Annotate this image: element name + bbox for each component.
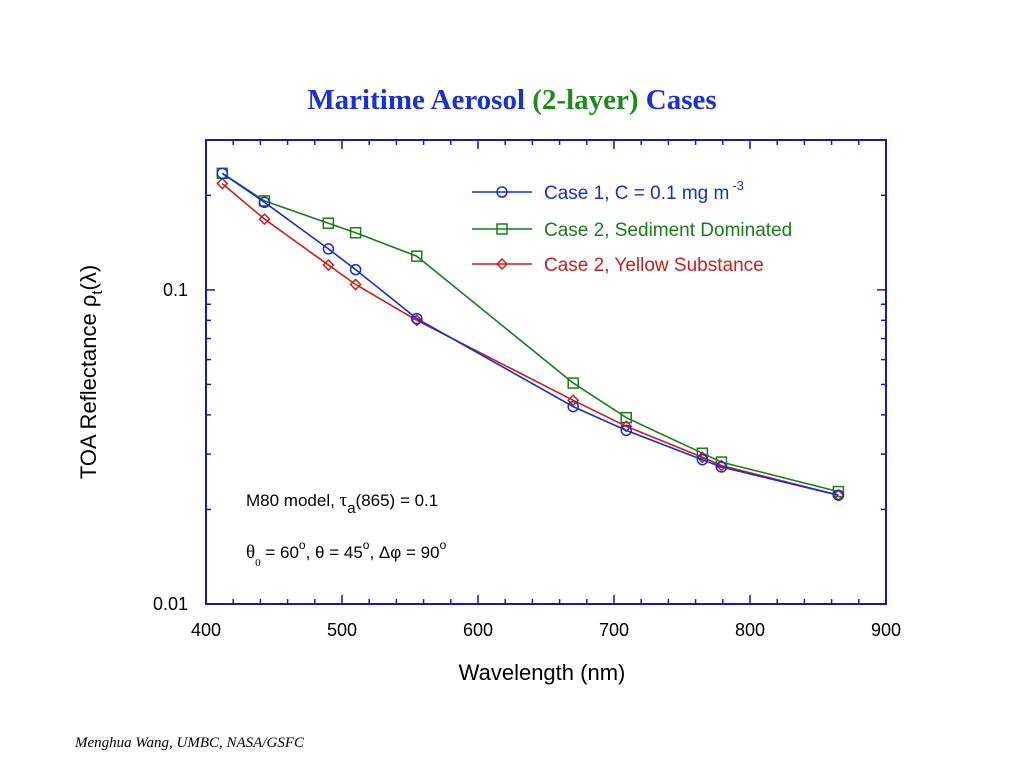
data-point-case2-sediment [349,227,362,239]
x-axis-title: Wavelength (nm) [459,660,626,685]
data-point-case2-yellow [258,213,271,226]
annotation-tau-sub: a [347,500,356,517]
y-axis-title-rho: ρ [76,295,101,308]
axis-tick-labels: 400 500 600 700 800 900 0.01 0.1 [153,280,901,640]
y-tick-label: 0.01 [153,594,188,614]
y-axis-title: TOA Reflectance ρt(λ) [76,265,106,479]
data-point-case2-yellow [567,394,580,407]
y-tick-label: 0.1 [163,280,188,300]
legend: Case 1, C = 0.1 mg m -3 Case 2, Sediment D… [472,178,792,276]
x-tick-label: 400 [191,620,221,640]
data-point-case2-sediment [696,447,709,459]
data-point-case1 [567,400,579,413]
annotation-model-suffix: (865) = 0.1 [356,491,439,510]
series-line-case2-yellow [221,182,839,496]
annotation-theta-value: , θ = 45 [306,543,363,562]
axis-ticks [205,139,887,605]
data-point-case2-yellow [349,278,362,291]
legend-label-case2-sediment: Case 2, Sediment Dominated [544,220,792,241]
series-case1 [216,167,845,501]
x-tick-label: 700 [599,620,629,640]
legend-marker-case2-sediment [496,223,508,235]
data-point-case2-sediment [567,377,579,389]
title-part-2-layer: (2-layer) [532,84,639,116]
data-point-case2-sediment [322,217,335,229]
x-tick-label: 500 [327,620,357,640]
x-tick-label: 900 [871,620,901,640]
chart-title: Maritime Aerosol (2-layer) Cases [0,84,1024,117]
y-axis-title-lambda: (λ) [76,265,101,291]
y-axis-title-main: TOA Reflectance [76,307,101,479]
annotation-tau: τ [340,490,348,511]
data-point-case1 [832,489,845,501]
data-point-case1 [349,263,362,276]
legend-label-case1: Case 1, C = 0.1 mg m -3 [544,178,744,204]
legend-label-text: Case 2, Sediment Dominated [544,220,792,241]
annotation-degree-3: o [440,538,447,552]
annotation-dphi-value: , Δφ = 90 [369,543,439,562]
title-part-maritime-aerosol: Maritime Aerosol [307,84,526,116]
data-point-case1 [411,312,423,325]
annotation-degree-2: o [363,538,370,552]
data-point-case1 [258,196,271,209]
annotation-angles: θ0 = 60o, θ = 45o, Δφ = 90o [246,538,447,569]
x-tick-label: 800 [735,620,765,640]
series-line-case2-sediment [221,172,839,493]
data-point-case2-yellow [216,177,229,190]
legend-label-superscript: -3 [732,178,744,193]
data-point-case1 [715,461,728,473]
legend-label-text: Case 2, Yellow Substance [544,255,764,276]
legend-marker-case2-yellow [495,257,509,271]
y-axis-title-sub: t [89,290,106,295]
data-point-case2-sediment [411,250,423,262]
annotation-theta0: θ [246,542,255,563]
series-layer [216,167,845,502]
annotation-theta0-value: = 60 [261,543,299,562]
annotation-degree-1: o [299,538,306,552]
data-point-case1 [696,453,709,466]
data-point-case2-sediment [620,411,632,424]
data-point-case2-yellow [410,314,423,327]
plot-frame [205,139,887,605]
x-tick-label: 600 [463,620,493,640]
annotation-model: M80 model, τa(865) = 0.1 [246,490,438,517]
series-case2-yellow [216,177,845,502]
title-part-cases: Cases [645,84,717,116]
legend-label-case2-yellow: Case 2, Yellow Substance [544,255,764,276]
data-point-case2-yellow [322,258,335,272]
series-case2-sediment [216,167,845,498]
legend-label-text: Case 1, C = 0.1 mg m [544,183,729,204]
annotation-theta0-sub: 0 [255,557,261,569]
data-point-case1 [322,243,335,255]
data-point-case2-sediment [832,485,845,498]
legend-marker-case1 [496,186,508,198]
footer-credit: Menghua Wang, UMBC, NASA/GSFC [75,735,305,751]
series-line-case1 [221,172,839,496]
data-point-case1 [620,424,632,437]
data-point-case1 [216,167,229,180]
annotation-model-prefix: M80 model, [246,491,340,510]
